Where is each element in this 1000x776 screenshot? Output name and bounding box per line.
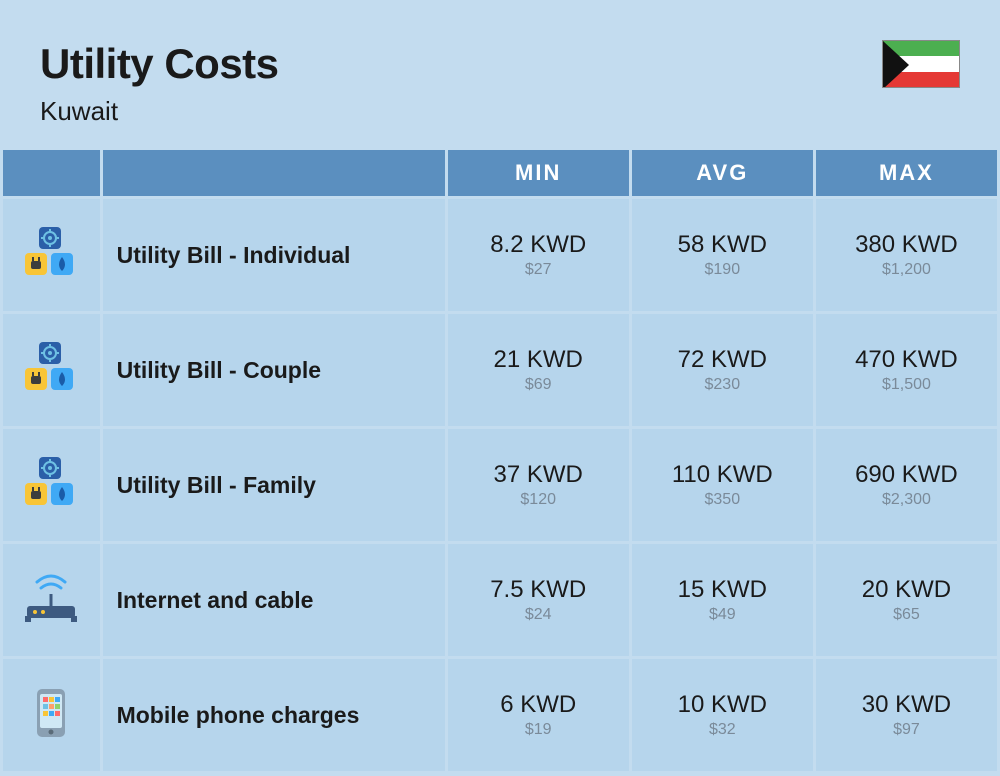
cell-min: 21 KWD $69 (448, 314, 629, 426)
row-label: Internet and cable (103, 544, 445, 656)
phone-icon (3, 659, 100, 771)
usd-value: $19 (448, 721, 629, 739)
cell-max: 380 KWD $1,200 (816, 199, 997, 311)
cell-max: 470 KWD $1,500 (816, 314, 997, 426)
kwd-value: 7.5 KWD (448, 576, 629, 604)
col-avg: AVG (632, 150, 813, 196)
kwd-value: 380 KWD (816, 231, 997, 259)
cell-min: 6 KWD $19 (448, 659, 629, 771)
usd-value: $1,500 (816, 376, 997, 394)
table-row: Utility Bill - Couple21 KWD $6972 KWD $230… (3, 314, 997, 426)
cell-avg: 15 KWD $49 (632, 544, 813, 656)
kwd-value: 58 KWD (632, 231, 813, 259)
row-label: Utility Bill - Family (103, 429, 445, 541)
utility-icon (3, 429, 100, 541)
cell-max: 20 KWD $65 (816, 544, 997, 656)
usd-value: $27 (448, 261, 629, 279)
table-row: Internet and cable7.5 KWD $2415 KWD $4920 … (3, 544, 997, 656)
row-label: Utility Bill - Couple (103, 314, 445, 426)
cell-min: 7.5 KWD $24 (448, 544, 629, 656)
usd-value: $1,200 (816, 261, 997, 279)
row-label: Utility Bill - Individual (103, 199, 445, 311)
kwd-value: 110 KWD (632, 461, 813, 489)
col-max: MAX (816, 150, 997, 196)
usd-value: $65 (816, 606, 997, 624)
costs-table: MIN AVG MAX Utility Bill - Individual8.2… (0, 147, 1000, 774)
usd-value: $24 (448, 606, 629, 624)
table-row: Mobile phone charges6 KWD $1910 KWD $3230 … (3, 659, 997, 771)
usd-value: $190 (632, 261, 813, 279)
utility-icon (3, 199, 100, 311)
kwd-value: 470 KWD (816, 346, 997, 374)
cell-min: 8.2 KWD $27 (448, 199, 629, 311)
table-header-row: MIN AVG MAX (3, 150, 997, 196)
kwd-value: 30 KWD (816, 691, 997, 719)
cell-min: 37 KWD $120 (448, 429, 629, 541)
col-blank-label (103, 150, 445, 196)
kwd-value: 37 KWD (448, 461, 629, 489)
cell-avg: 10 KWD $32 (632, 659, 813, 771)
title-block: Utility Costs Kuwait (40, 40, 279, 127)
page-title: Utility Costs (40, 40, 279, 88)
table-row: Utility Bill - Family37 KWD $120110 KWD $3… (3, 429, 997, 541)
kwd-value: 21 KWD (448, 346, 629, 374)
utility-icon (3, 314, 100, 426)
usd-value: $97 (816, 721, 997, 739)
col-blank-icon (3, 150, 100, 196)
usd-value: $2,300 (816, 491, 997, 509)
cell-avg: 110 KWD $350 (632, 429, 813, 541)
cell-avg: 72 KWD $230 (632, 314, 813, 426)
header: Utility Costs Kuwait (0, 0, 1000, 147)
kwd-value: 8.2 KWD (448, 231, 629, 259)
usd-value: $32 (632, 721, 813, 739)
kwd-value: 6 KWD (448, 691, 629, 719)
kwd-value: 10 KWD (632, 691, 813, 719)
usd-value: $69 (448, 376, 629, 394)
cell-max: 30 KWD $97 (816, 659, 997, 771)
col-min: MIN (448, 150, 629, 196)
kwd-value: 15 KWD (632, 576, 813, 604)
usd-value: $230 (632, 376, 813, 394)
usd-value: $350 (632, 491, 813, 509)
usd-value: $120 (448, 491, 629, 509)
kwd-value: 20 KWD (816, 576, 997, 604)
usd-value: $49 (632, 606, 813, 624)
cell-avg: 58 KWD $190 (632, 199, 813, 311)
kwd-value: 690 KWD (816, 461, 997, 489)
row-label: Mobile phone charges (103, 659, 445, 771)
kwd-value: 72 KWD (632, 346, 813, 374)
page-subtitle: Kuwait (40, 96, 279, 127)
router-icon (3, 544, 100, 656)
cell-max: 690 KWD $2,300 (816, 429, 997, 541)
table-row: Utility Bill - Individual8.2 KWD $2758 KW… (3, 199, 997, 311)
kuwait-flag-icon (882, 40, 960, 88)
